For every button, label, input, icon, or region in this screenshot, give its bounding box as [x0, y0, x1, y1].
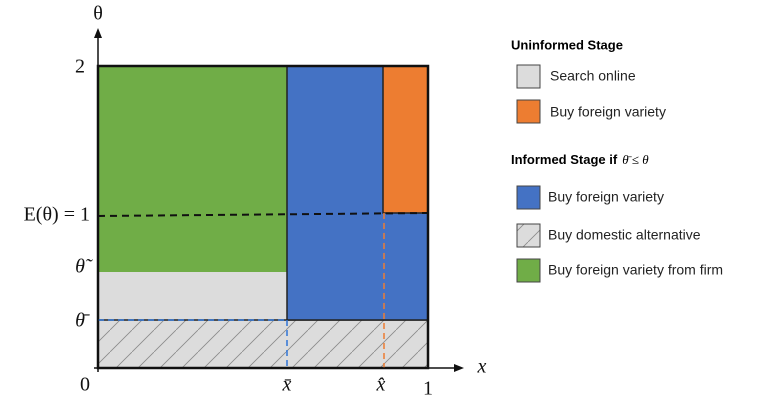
legend-label: Buy domestic alternative: [548, 227, 701, 243]
origin-label: 0: [80, 374, 90, 396]
legend-swatch: [516, 258, 541, 283]
hatched-region: [97, 319, 429, 369]
theta-bar-label: θ̄: [75, 310, 90, 332]
gray-region: [98, 272, 287, 320]
legend-title-text: Informed Stage if: [511, 152, 618, 167]
legend: Uninformed Stage Search online Buy forei…: [511, 37, 723, 283]
x-bar-label: x̄: [282, 374, 292, 396]
legend-title: Informed Stage if θ̄ ≤ θ: [511, 152, 649, 167]
y-mid-label: E(θ) = 1: [24, 204, 90, 226]
green-region: [98, 66, 287, 272]
legend-title: Uninformed Stage: [511, 37, 623, 52]
orange-region: [382, 65, 429, 214]
legend-swatch: [516, 64, 541, 89]
x-arrow: [454, 364, 464, 372]
y-top-label: 2: [75, 56, 85, 78]
theta-tilde-label: θ̃: [75, 256, 93, 278]
axes: [94, 36, 456, 372]
x-end-label: 1: [423, 378, 433, 400]
legend-condition: θ̄ ≤ θ: [622, 152, 649, 167]
legend-swatch: [516, 223, 541, 248]
regions: [96, 64, 430, 370]
legend-swatch: [516, 99, 541, 124]
legend-label: Buy foreign variety: [548, 189, 664, 205]
legend-label: Buy foreign variety: [550, 104, 666, 120]
legend-label: Buy foreign variety from firm: [548, 262, 723, 278]
legend-label: Search online: [550, 68, 636, 84]
x-hat-label: x̂: [376, 374, 386, 396]
y-arrow: [94, 28, 102, 38]
legend-swatch: [516, 185, 541, 210]
y-axis-label: θ: [93, 3, 103, 25]
x-axis-label: x: [477, 356, 487, 378]
